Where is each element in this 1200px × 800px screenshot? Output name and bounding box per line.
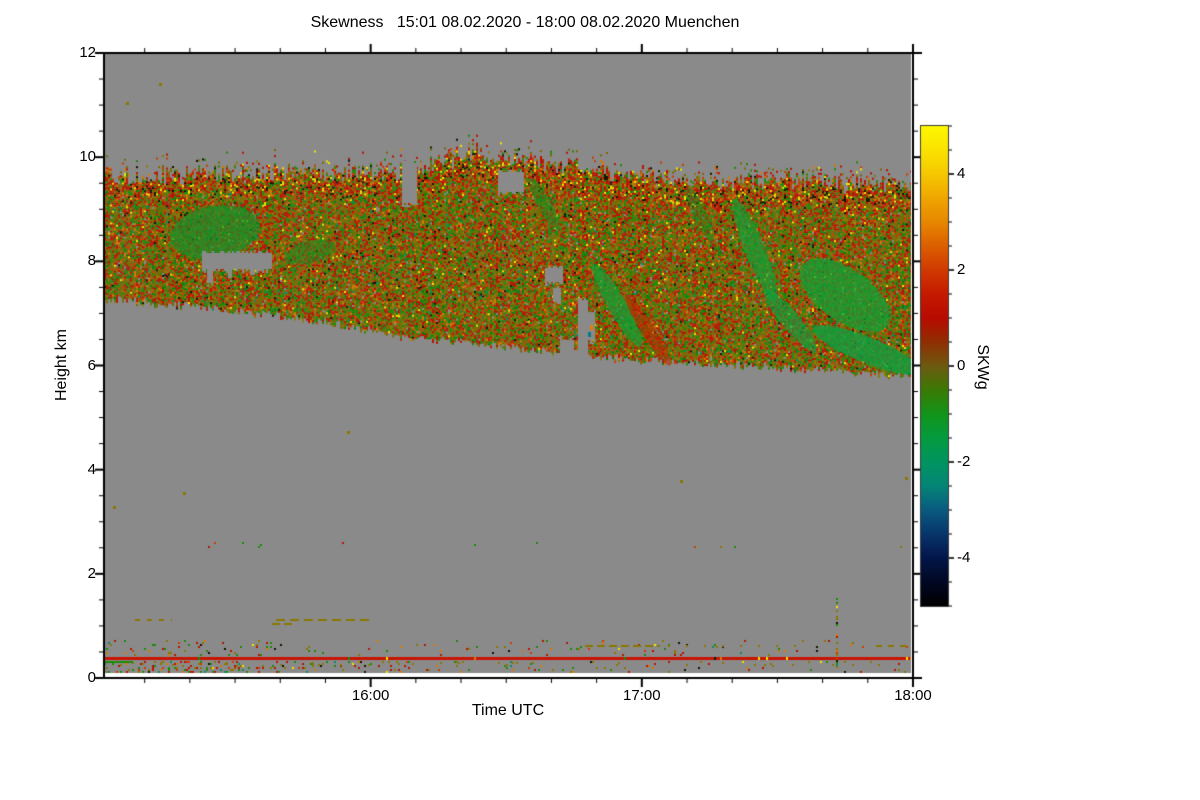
y-tick-label-2: 2 (87, 564, 96, 582)
colorbar-tick-label-0: 0 (957, 357, 966, 374)
y-tick-label-0: 0 (87, 669, 96, 686)
y-tick-label-12: 12 (79, 44, 96, 61)
colorbar-tick-label-2: 2 (957, 261, 966, 278)
x-tick-label-18:00: 18:00 (894, 687, 932, 704)
x-axis-label: Time UTC (471, 702, 545, 719)
colorbar-tick-label--2: -2 (957, 453, 971, 470)
colorbar-tick-label-4: 4 (957, 165, 966, 182)
x-tick-label-17:00: 17:00 (623, 687, 661, 704)
plot-title: Skewness 15:01 08.02.2020 - 18:00 08.02.… (310, 14, 740, 31)
x-tick-label-16:00: 16:00 (351, 687, 390, 704)
y-tick-label-10: 10 (79, 148, 96, 166)
y-tick-label-8: 8 (87, 252, 96, 270)
colorbar-tick-label--4: -4 (957, 549, 971, 566)
y-tick-label-4: 4 (87, 460, 96, 478)
y-tick-label-6: 6 (87, 356, 96, 374)
